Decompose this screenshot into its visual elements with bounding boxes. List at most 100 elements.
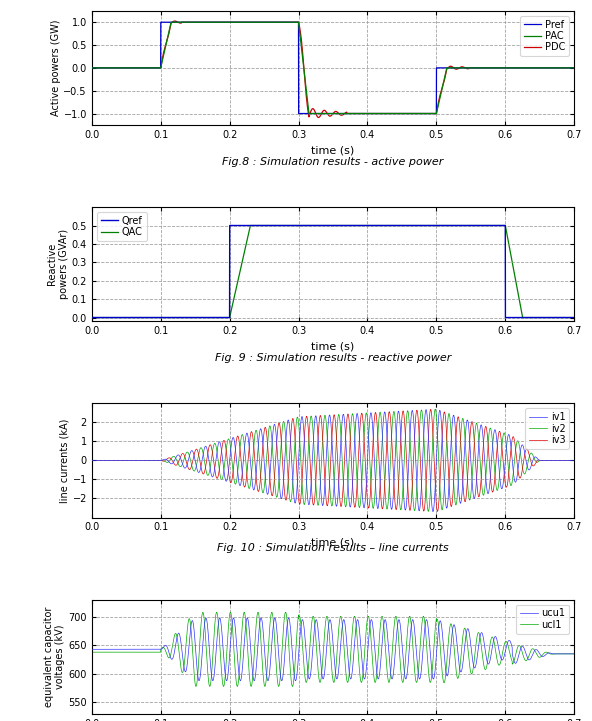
PDC <box>311 106 318 115</box>
iv3 <box>311 497 318 505</box>
Pref <box>240 18 247 27</box>
iv2 <box>377 408 384 417</box>
iv1 <box>240 459 247 468</box>
PDC <box>213 18 220 27</box>
QAC <box>511 270 518 278</box>
PDC <box>377 109 384 118</box>
Pref <box>213 18 220 27</box>
Legend: iv1, iv2, iv3: iv1, iv2, iv3 <box>526 408 570 449</box>
iv1 <box>571 456 578 465</box>
iv3 <box>377 477 384 486</box>
iv1 <box>377 483 384 492</box>
Pref <box>88 63 95 72</box>
ucu1 <box>195 676 202 685</box>
Qref <box>571 313 578 322</box>
Line: QAC: QAC <box>92 226 574 317</box>
PDC <box>511 63 518 72</box>
Qref <box>239 221 246 230</box>
Line: Pref: Pref <box>92 22 574 113</box>
Qref <box>88 313 95 322</box>
iv2 <box>213 444 220 453</box>
iv1 <box>429 508 436 516</box>
PAC <box>240 18 247 27</box>
iv3 <box>427 405 434 414</box>
ucl1 <box>240 612 247 621</box>
Pref <box>157 18 164 27</box>
iv2 <box>432 404 439 413</box>
ucl1 <box>192 682 200 691</box>
Line: PAC: PAC <box>92 22 574 113</box>
Line: iv3: iv3 <box>92 410 574 511</box>
PAC <box>377 109 384 118</box>
Line: ucl1: ucl1 <box>92 612 574 686</box>
PAC <box>511 63 518 72</box>
QAC <box>239 255 246 264</box>
iv2 <box>511 456 518 465</box>
ucu1 <box>511 658 518 666</box>
PAC <box>168 18 175 27</box>
X-axis label: time (s): time (s) <box>311 538 355 548</box>
ucu1 <box>377 665 384 674</box>
Line: iv2: iv2 <box>92 409 574 511</box>
Qref <box>311 221 318 230</box>
PDC <box>315 113 322 122</box>
ucu1 <box>88 645 95 654</box>
PDC <box>240 18 247 27</box>
ucu1 <box>571 650 578 658</box>
QAC <box>377 221 384 230</box>
iv3 <box>434 507 441 516</box>
iv3 <box>240 477 247 486</box>
QAC <box>311 221 318 230</box>
Pref <box>511 63 518 72</box>
iv3 <box>239 472 246 481</box>
PAC <box>305 109 313 118</box>
iv1 <box>311 420 318 428</box>
QAC <box>240 253 247 262</box>
iv2 <box>240 432 247 441</box>
ucl1 <box>213 608 220 616</box>
X-axis label: time (s): time (s) <box>311 342 355 352</box>
Qref <box>240 221 247 230</box>
QAC <box>88 313 95 322</box>
iv2 <box>239 430 246 439</box>
PAC <box>239 18 246 27</box>
ucl1 <box>88 648 95 657</box>
PAC <box>571 63 578 72</box>
iv3 <box>213 474 220 482</box>
iv2 <box>425 507 432 516</box>
QAC <box>571 313 578 322</box>
Text: Fig.8 : Simulation results - active power: Fig.8 : Simulation results - active powe… <box>223 157 443 167</box>
Line: ucu1: ucu1 <box>92 618 574 681</box>
iv1 <box>511 476 518 485</box>
PAC <box>213 18 220 27</box>
iv1 <box>88 456 95 465</box>
Legend: Qref, QAC: Qref, QAC <box>96 212 147 242</box>
Line: Qref: Qref <box>92 226 574 317</box>
Line: PDC: PDC <box>92 21 574 118</box>
ucu1 <box>240 654 247 663</box>
Legend: Pref, PAC, PDC: Pref, PAC, PDC <box>520 16 570 56</box>
ucl1 <box>227 608 234 616</box>
ucl1 <box>377 625 384 634</box>
Y-axis label: Reactive
powers (GVAr): Reactive powers (GVAr) <box>47 229 69 299</box>
Legend: ucu1, ucl1: ucu1, ucl1 <box>516 604 570 634</box>
X-axis label: time (s): time (s) <box>311 146 355 155</box>
iv2 <box>88 456 95 465</box>
Pref <box>295 109 302 118</box>
iv2 <box>571 456 578 465</box>
Y-axis label: Active powers (GW): Active powers (GW) <box>51 19 60 116</box>
Line: iv1: iv1 <box>92 410 574 512</box>
iv1 <box>423 405 430 414</box>
Qref <box>377 221 384 230</box>
Qref <box>226 221 233 230</box>
PDC <box>571 63 578 72</box>
Qref <box>511 313 518 322</box>
ucl1 <box>511 655 518 664</box>
PDC <box>239 18 246 27</box>
ucu1 <box>311 624 318 632</box>
PDC <box>171 17 178 25</box>
Y-axis label: line currents (kA): line currents (kA) <box>60 418 70 503</box>
iv1 <box>213 451 220 459</box>
Pref <box>377 109 384 118</box>
PAC <box>88 63 95 72</box>
